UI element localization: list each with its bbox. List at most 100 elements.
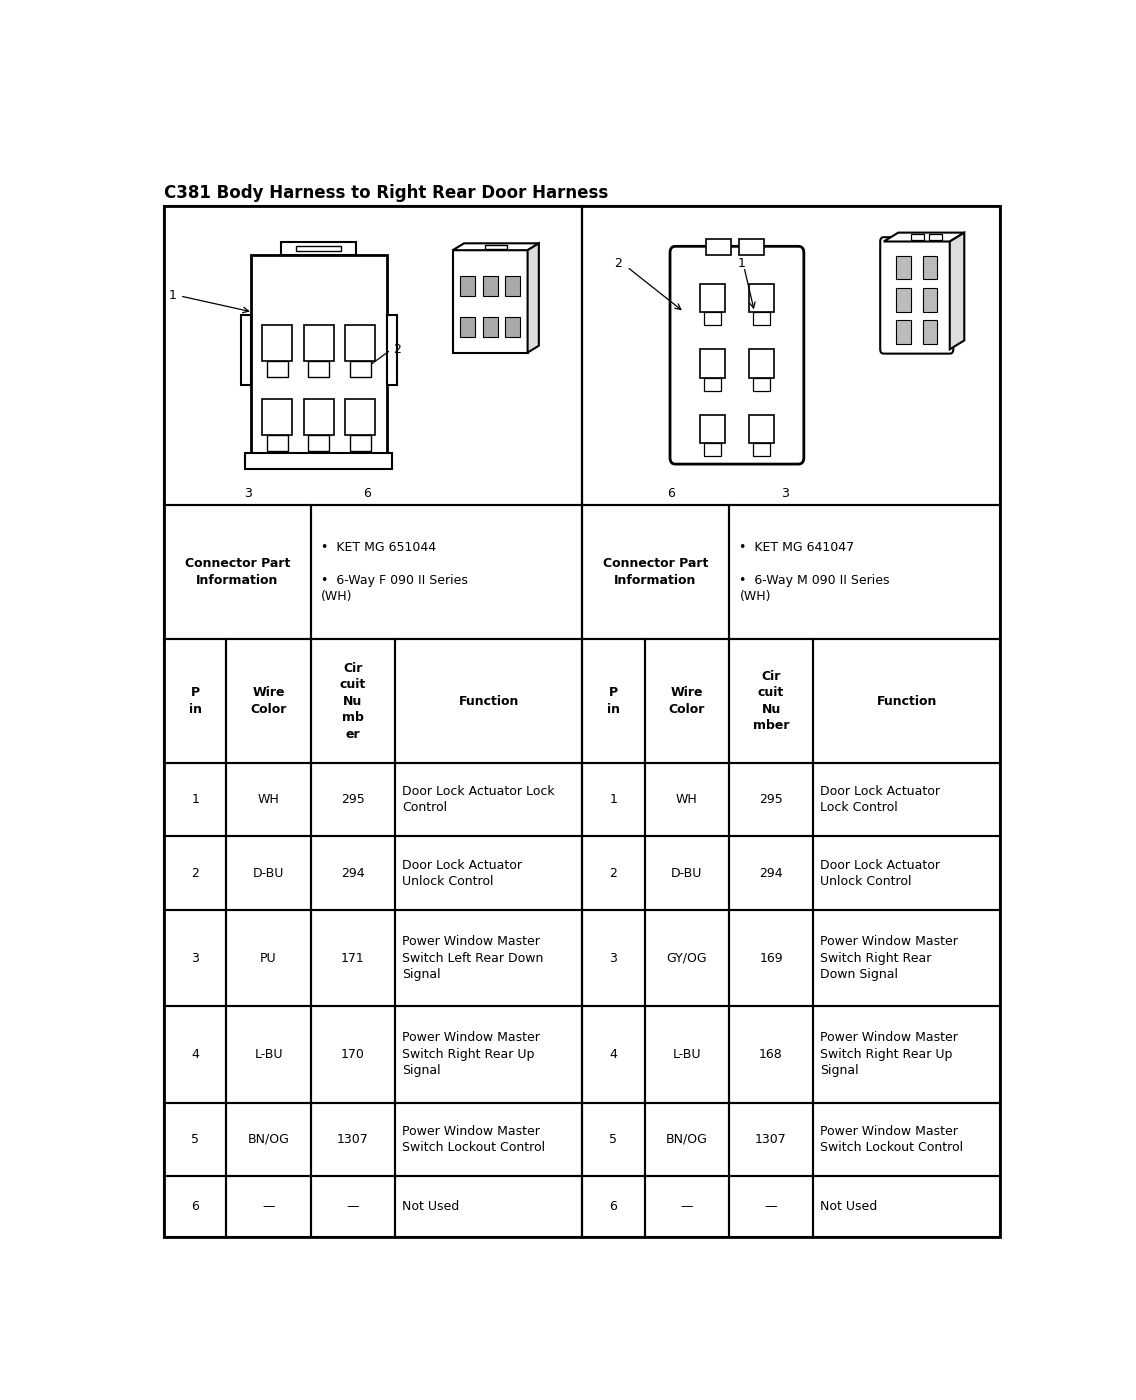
Bar — [644, 640, 729, 763]
Bar — [729, 1176, 813, 1238]
Bar — [164, 640, 226, 763]
Bar — [164, 206, 583, 504]
Bar — [583, 910, 644, 1007]
Bar — [753, 444, 770, 456]
Bar — [928, 234, 942, 239]
Bar — [813, 640, 1001, 763]
Text: 2: 2 — [393, 343, 401, 357]
Bar — [345, 325, 375, 361]
Bar — [251, 255, 387, 455]
Bar — [485, 245, 507, 249]
Polygon shape — [950, 232, 964, 350]
Text: 6: 6 — [667, 487, 675, 500]
Bar — [310, 1103, 395, 1176]
Bar — [310, 1007, 395, 1103]
FancyBboxPatch shape — [880, 237, 953, 354]
Bar — [164, 1007, 226, 1103]
Text: —: — — [262, 1200, 275, 1214]
Text: Power Window Master
Switch Lockout Control: Power Window Master Switch Lockout Contr… — [820, 1124, 963, 1154]
Bar — [483, 276, 498, 297]
Text: 1: 1 — [168, 290, 176, 302]
Bar — [583, 640, 644, 763]
Bar — [226, 1007, 310, 1103]
Bar — [395, 1007, 583, 1103]
Text: 6: 6 — [610, 1200, 617, 1214]
Bar — [700, 349, 725, 378]
Bar — [226, 763, 310, 836]
Bar — [387, 315, 396, 385]
Text: 3: 3 — [782, 487, 790, 500]
Bar — [345, 399, 375, 435]
Bar — [164, 504, 310, 640]
Text: BN/OG: BN/OG — [248, 1133, 290, 1147]
Text: 5: 5 — [609, 1133, 617, 1147]
Bar — [395, 910, 583, 1007]
Bar — [729, 1103, 813, 1176]
Text: 1307: 1307 — [337, 1133, 369, 1147]
Text: 4: 4 — [610, 1049, 617, 1061]
Bar — [813, 763, 1001, 836]
Text: 1: 1 — [610, 792, 617, 806]
Bar — [644, 1007, 729, 1103]
Text: L-BU: L-BU — [254, 1049, 283, 1061]
Text: Wire
Color: Wire Color — [250, 686, 286, 715]
Text: WH: WH — [676, 792, 698, 806]
Bar — [395, 640, 583, 763]
Text: D-BU: D-BU — [253, 867, 284, 879]
Bar — [483, 316, 498, 337]
Bar — [506, 316, 520, 337]
Bar — [262, 325, 292, 361]
Text: Power Window Master
Switch Right Rear Up
Signal: Power Window Master Switch Right Rear Up… — [402, 1032, 540, 1078]
Text: P
in: P in — [607, 686, 620, 715]
Bar — [911, 234, 924, 239]
Text: Cir
cuit
Nu
mber: Cir cuit Nu mber — [753, 669, 790, 732]
Bar — [740, 238, 765, 255]
Bar — [241, 315, 251, 385]
Bar — [395, 1103, 583, 1176]
Text: Cir
cuit
Nu
mb
er: Cir cuit Nu mb er — [340, 662, 366, 741]
Text: D-BU: D-BU — [671, 867, 702, 879]
Text: 1: 1 — [737, 258, 745, 270]
Bar — [813, 1007, 1001, 1103]
Text: 3: 3 — [610, 952, 617, 965]
Text: 3: 3 — [191, 952, 199, 965]
Bar — [310, 504, 583, 640]
Bar — [395, 763, 583, 836]
Text: —: — — [765, 1200, 777, 1214]
Bar — [245, 454, 392, 469]
Bar — [226, 1176, 310, 1238]
Text: 2: 2 — [615, 258, 623, 270]
Text: L-BU: L-BU — [673, 1049, 701, 1061]
Bar — [583, 763, 644, 836]
Text: 170: 170 — [341, 1049, 365, 1061]
Bar — [896, 321, 911, 344]
Text: 2: 2 — [191, 867, 199, 879]
Bar — [896, 256, 911, 279]
Text: 168: 168 — [759, 1049, 783, 1061]
Bar — [750, 284, 774, 312]
Bar — [700, 284, 725, 312]
Bar — [729, 640, 813, 763]
Text: 1: 1 — [191, 792, 199, 806]
Bar — [729, 763, 813, 836]
Bar — [729, 1007, 813, 1103]
Bar — [506, 276, 520, 297]
Bar — [644, 1176, 729, 1238]
Bar — [282, 242, 357, 255]
Bar — [296, 246, 341, 251]
Text: 1307: 1307 — [755, 1133, 787, 1147]
Bar — [226, 910, 310, 1007]
Bar — [753, 312, 770, 325]
Bar — [813, 1103, 1001, 1176]
Text: Function: Function — [459, 694, 519, 707]
Bar — [922, 321, 937, 344]
Bar — [703, 312, 721, 325]
Bar — [644, 1103, 729, 1176]
Bar — [644, 836, 729, 910]
Bar — [750, 414, 774, 444]
Text: 295: 295 — [341, 792, 365, 806]
Text: 295: 295 — [759, 792, 783, 806]
Bar — [310, 836, 395, 910]
Bar — [164, 910, 226, 1007]
Text: Power Window Master
Switch Left Rear Down
Signal: Power Window Master Switch Left Rear Dow… — [402, 935, 543, 981]
